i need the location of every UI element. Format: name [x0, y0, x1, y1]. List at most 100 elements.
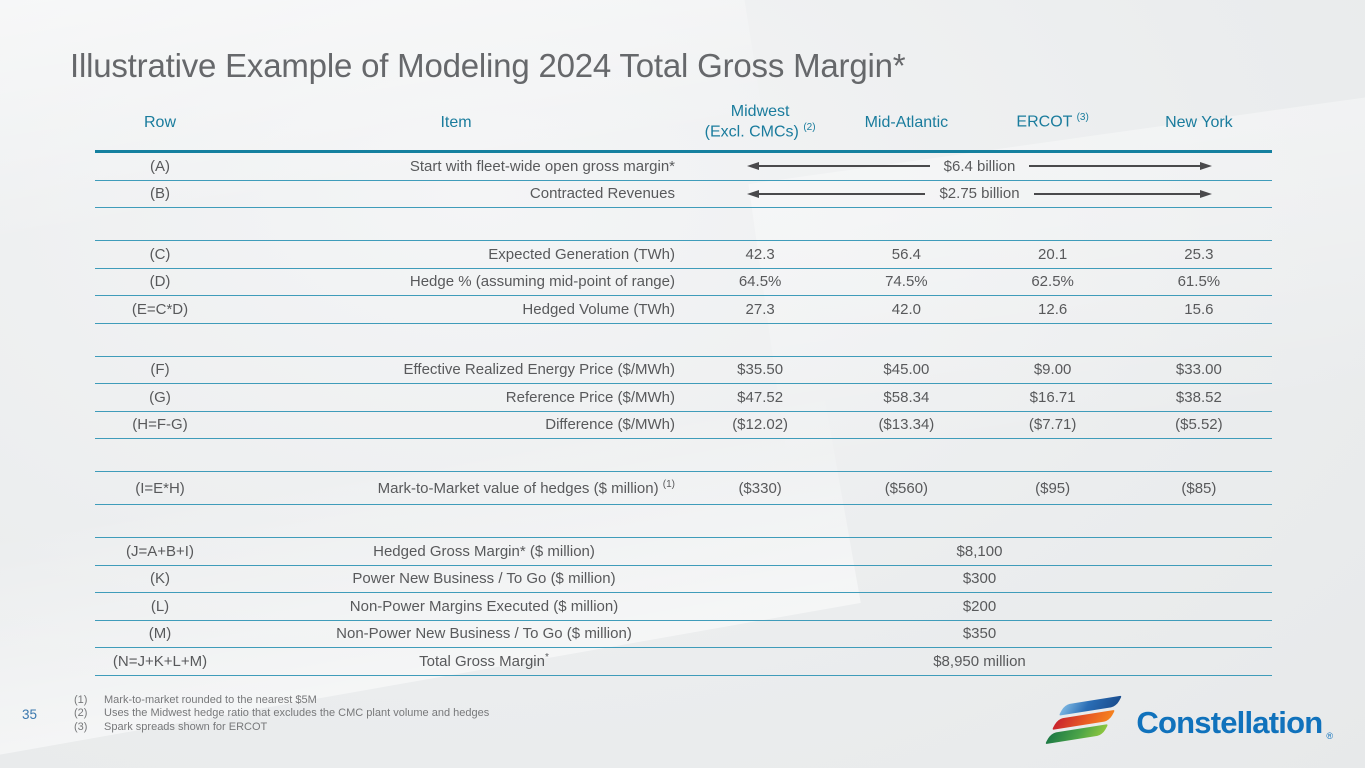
value-ercot: ($95) [1035, 479, 1071, 497]
span-arrow: $2.75 billion [687, 185, 1272, 202]
table-row-b: (B) Contracted Revenues $2.75 billion [95, 181, 1272, 208]
arrow-right-icon [1200, 189, 1212, 198]
column-header-row: Row [143, 113, 176, 131]
value-mid-atlantic: $58.34 [883, 388, 930, 406]
column-header-midwest-line2: (Excl. CMCs) (2) [704, 122, 816, 141]
table-row-h: (H=F-G) Difference ($/MWh) ($12.02) ($13… [95, 412, 1272, 439]
value-mid-atlantic: 74.5% [885, 273, 928, 291]
row-item: Start with fleet-wide open gross margin* [409, 157, 675, 175]
value-new-york: $38.52 [1175, 388, 1222, 406]
value-midwest: $35.50 [737, 361, 784, 379]
span-value: $200 [962, 597, 997, 615]
spacer-row [95, 208, 1272, 241]
footnote-number: (1) [74, 694, 88, 706]
row-label: (F) [150, 361, 170, 379]
value-midwest: 64.5% [738, 273, 782, 291]
row-item: Difference ($/MWh) [545, 416, 675, 434]
value-new-york: 61.5% [1177, 273, 1221, 291]
column-header-item: Item [440, 113, 472, 131]
value-midwest: 27.3 [745, 300, 775, 318]
row-item: Non-Power New Business / To Go ($ millio… [336, 625, 632, 643]
arrow-right-icon [1200, 162, 1212, 171]
footnote-ref-2: (2) [803, 122, 816, 134]
value-midwest: ($12.02) [732, 416, 789, 434]
constellation-logo: Constellation ® [1042, 695, 1333, 749]
span-value: $350 [962, 625, 997, 643]
footnote-2: (2) Uses the Midwest hedge ratio that ex… [74, 707, 489, 720]
table-row-i: (I=E*H) Mark-to-Market value of hedges (… [95, 472, 1272, 505]
registered-trademark-icon: ® [1326, 731, 1333, 741]
row-item: Non-Power Margins Executed ($ million) [349, 597, 619, 615]
spacer-row [95, 324, 1272, 357]
table-row-c: (C) Expected Generation (TWh) 42.3 56.4 … [95, 241, 1272, 269]
value-ercot: 62.5% [1031, 273, 1074, 291]
row-item: Reference Price ($/MWh) [505, 388, 675, 406]
row-label: (I=E*H) [135, 479, 185, 497]
row-label: (L) [150, 597, 170, 615]
row-label: (J=A+B+I) [126, 542, 194, 560]
footnote-text: Uses the Midwest hedge ratio that exclud… [104, 707, 490, 720]
value-midwest: ($330) [738, 479, 782, 497]
span-value: $6.4 billion [943, 157, 1016, 175]
value-new-york: $33.00 [1175, 361, 1222, 379]
footnote-3: (3) Spark spreads shown for ERCOT [74, 721, 489, 734]
span-value: $2.75 billion [939, 185, 1020, 203]
footnote-number: (2) [74, 707, 88, 720]
row-item: Mark-to-Market value of hedges ($ millio… [377, 479, 675, 497]
constellation-wordmark: Constellation [1136, 705, 1323, 740]
row-label: (H=F-G) [132, 416, 188, 434]
value-midwest: 42.3 [745, 245, 775, 263]
value-mid-atlantic: 42.0 [891, 300, 921, 318]
row-label: (D) [149, 273, 171, 291]
table-row-n: (N=J+K+L+M) Total Gross Margin* $8,950 m… [95, 648, 1272, 676]
constellation-logo-icon [1039, 691, 1128, 755]
row-item: Hedge % (assuming mid-point of range) [409, 273, 675, 291]
asterisk-ref: * [544, 652, 549, 664]
footnotes: (1) Mark-to-market rounded to the neares… [74, 694, 489, 734]
value-mid-atlantic: ($560) [884, 479, 929, 497]
value-new-york: 25.3 [1184, 245, 1214, 263]
gross-margin-table: Row Item Midwest (Excl. CMCs) (2) Mid-At… [95, 95, 1272, 676]
table-row-g: (G) Reference Price ($/MWh) $47.52 $58.3… [95, 384, 1272, 412]
row-item: Expected Generation (TWh) [488, 245, 675, 263]
table-row-l: (L) Non-Power Margins Executed ($ millio… [95, 593, 1272, 621]
value-new-york: 15.6 [1184, 300, 1214, 318]
value-ercot: 12.6 [1038, 300, 1068, 318]
row-item: Hedged Gross Margin* ($ million) [373, 542, 595, 560]
arrow-left-icon [747, 162, 759, 171]
table-header-row: Row Item Midwest (Excl. CMCs) (2) Mid-At… [95, 95, 1272, 153]
span-arrow: $6.4 billion [687, 158, 1272, 175]
column-header-midwest: Midwest (Excl. CMCs) (2) [687, 102, 833, 142]
arrow-left-icon [747, 189, 759, 198]
row-item: Effective Realized Energy Price ($/MWh) [403, 361, 676, 379]
page-number: 35 [22, 707, 38, 722]
column-header-midwest-line1: Midwest [730, 103, 790, 121]
spacer-row [95, 505, 1272, 538]
value-mid-atlantic: $45.00 [883, 361, 930, 379]
footnote-number: (3) [74, 720, 88, 733]
span-value: $300 [962, 570, 997, 588]
row-label: (A) [150, 157, 170, 175]
table-row-m: (M) Non-Power New Business / To Go ($ mi… [95, 621, 1272, 648]
value-ercot: ($7.71) [1028, 416, 1077, 434]
value-new-york: ($85) [1181, 479, 1217, 497]
footnote-text: Mark-to-market rounded to the nearest $5… [104, 694, 317, 706]
row-label: (C) [149, 245, 171, 263]
table-row-j: (J=A+B+I) Hedged Gross Margin* ($ millio… [95, 538, 1272, 566]
value-mid-atlantic: ($13.34) [878, 416, 935, 434]
row-item: Contracted Revenues [529, 185, 675, 203]
spacer-row [95, 439, 1272, 472]
value-ercot: $16.71 [1029, 388, 1076, 406]
row-label: (N=J+K+L+M) [112, 652, 208, 670]
table-row-a: (A) Start with fleet-wide open gross mar… [95, 153, 1272, 181]
row-item: Hedged Volume (TWh) [522, 300, 675, 318]
row-label: (B) [150, 185, 170, 203]
column-header-new-york: New York [1165, 113, 1233, 131]
span-value: $8,950 million [933, 652, 1026, 670]
table-row-d: (D) Hedge % (assuming mid-point of range… [95, 269, 1272, 296]
value-midwest: $47.52 [737, 388, 784, 406]
value-ercot: $9.00 [1033, 361, 1072, 379]
row-label: (G) [149, 388, 171, 406]
slide-title: Illustrative Example of Modeling 2024 To… [70, 47, 906, 84]
